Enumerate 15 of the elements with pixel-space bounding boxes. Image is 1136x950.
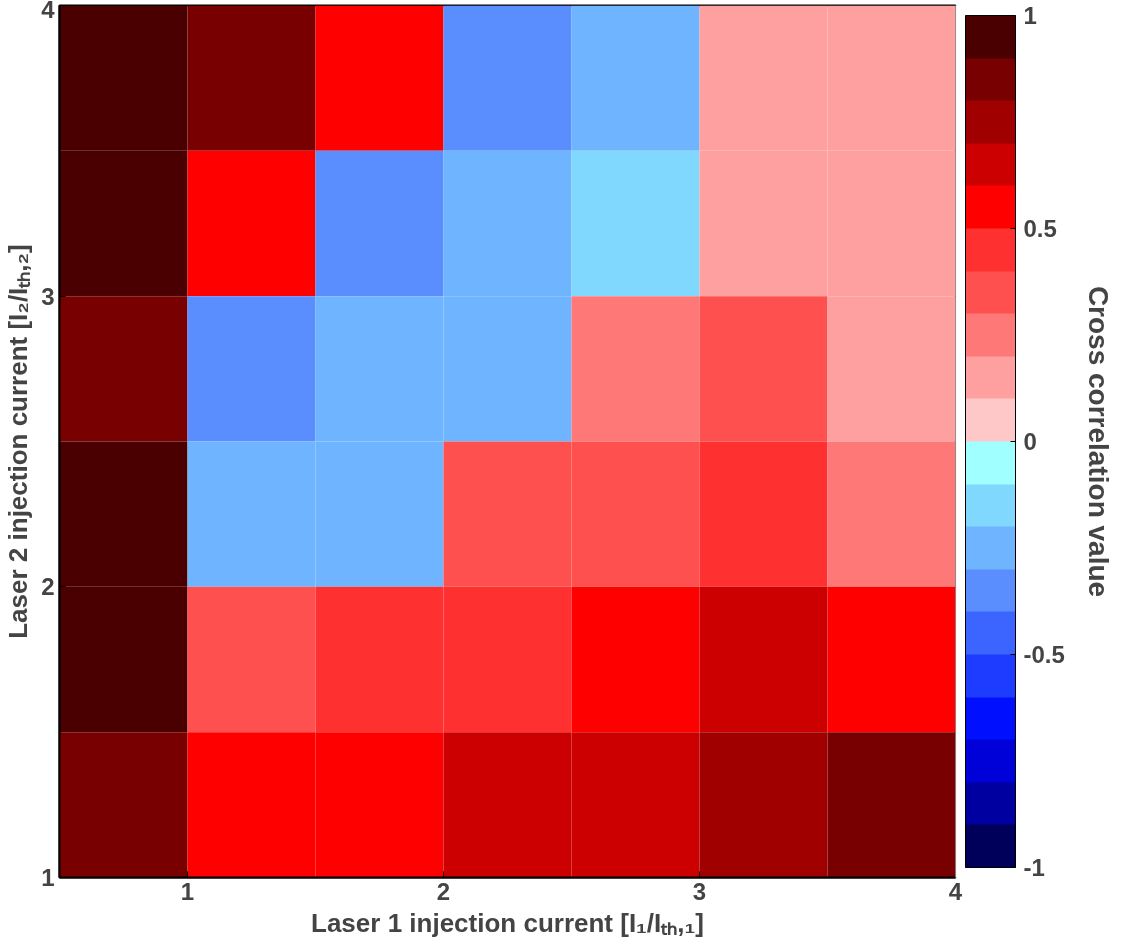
x-tick-label: 4: [948, 877, 963, 905]
y-axis-title: Laser 2 injection current [I₂/Iₜₕ,₂]: [3, 244, 34, 639]
color-bar-label: 1: [1023, 2, 1037, 29]
y-tick-label: 3: [41, 282, 55, 310]
y-tick-label: 4: [41, 0, 56, 23]
color-bar-label: -1: [1023, 854, 1045, 881]
y-tick-label: 2: [41, 573, 55, 601]
x-tick-label: 1: [180, 877, 195, 905]
color-bar-label: 0: [1023, 428, 1037, 455]
x-tick-label: 3: [692, 877, 707, 905]
color-bar-title: Cross correlation value: [1082, 285, 1114, 598]
x-axis-title: Laser 1 injection current [I₁/Iₜₕ,₁]: [311, 907, 704, 938]
color-bar-label: -0.5: [1023, 641, 1065, 668]
x-tick-label: 2: [436, 877, 451, 905]
color-bar-label: 0.5: [1023, 215, 1057, 242]
